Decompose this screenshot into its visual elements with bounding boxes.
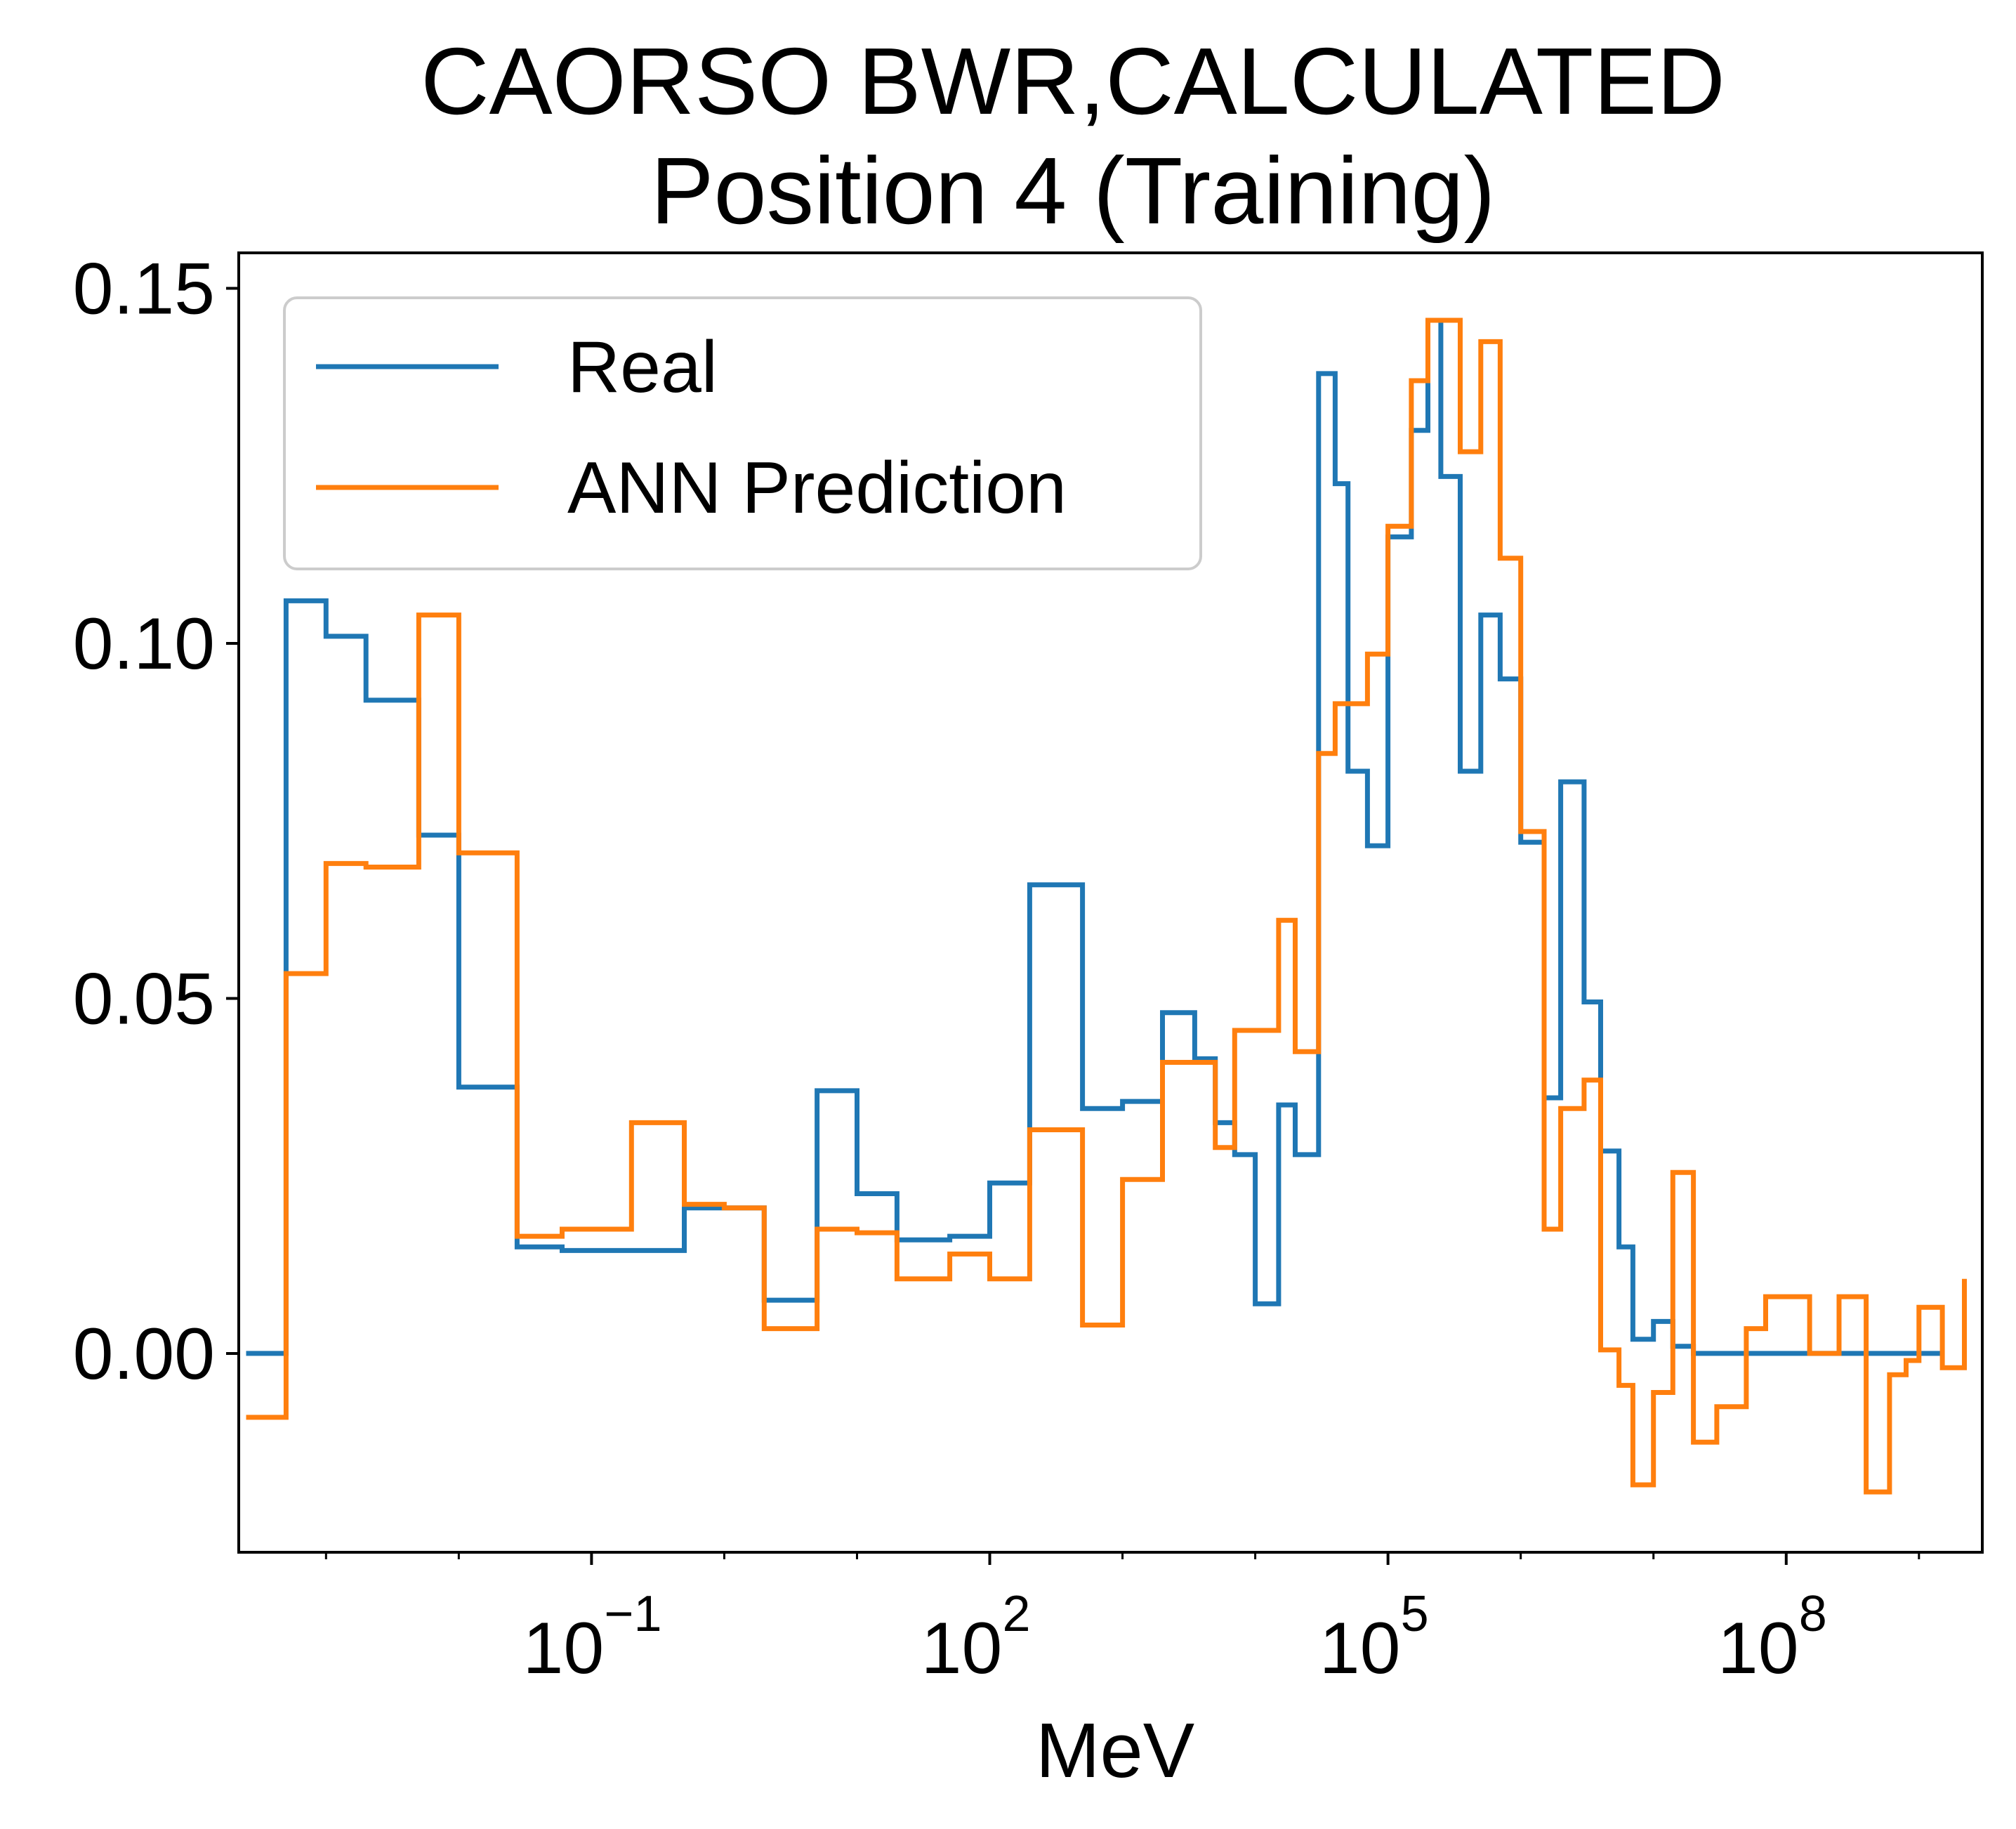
- legend-frame: [283, 296, 1202, 570]
- y-tick-label: 0.10: [73, 603, 215, 685]
- x-tick-label: 10: [921, 1608, 1003, 1689]
- x-tick-exponent: 2: [1003, 1586, 1031, 1642]
- x-tick-label: 10: [1319, 1608, 1401, 1689]
- x-tick-exponent: 5: [1401, 1586, 1429, 1642]
- legend: Real ANN Prediction: [283, 296, 1202, 570]
- y-tick-label: 0.15: [73, 249, 215, 330]
- x-tick-exponent: −1: [604, 1586, 661, 1642]
- series-line-ann-prediction: [246, 317, 1967, 1495]
- x-tick-label: 10: [523, 1608, 605, 1689]
- legend-label-real: Real: [567, 327, 718, 408]
- legend-label-ann-prediction: ANN Prediction: [567, 447, 1067, 529]
- plot-area: [246, 317, 1967, 1495]
- x-tick-label: 10: [1718, 1608, 1799, 1689]
- series-line-real: [246, 317, 1943, 1356]
- axes-frame: [237, 251, 1984, 1554]
- chart-title-line-1: CAORSO BWR,CALCULATED: [421, 28, 1725, 134]
- y-tick-label: 0.00: [73, 1313, 215, 1395]
- x-tick-exponent: 8: [1799, 1586, 1827, 1642]
- x-axis-label: MeV: [1036, 1707, 1194, 1794]
- chart-title-line-2: Position 4 (Training): [650, 138, 1495, 244]
- y-tick-label: 0.05: [73, 958, 215, 1040]
